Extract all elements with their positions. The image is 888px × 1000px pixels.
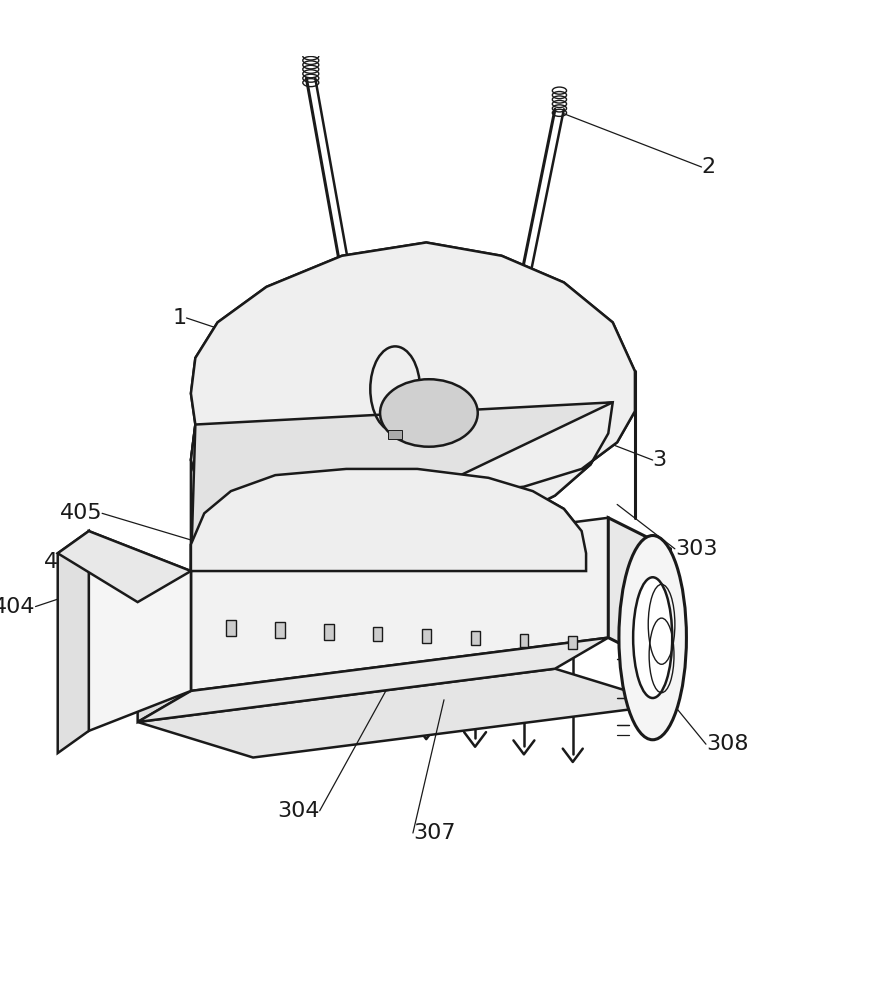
- Bar: [568, 636, 577, 649]
- Ellipse shape: [633, 577, 672, 698]
- Polygon shape: [58, 531, 89, 753]
- Text: 405: 405: [59, 503, 102, 523]
- Text: 304: 304: [277, 801, 320, 821]
- Ellipse shape: [619, 536, 686, 740]
- Text: 307: 307: [413, 823, 456, 843]
- Bar: [422, 629, 431, 643]
- Bar: [373, 627, 382, 641]
- Text: 308: 308: [706, 734, 749, 754]
- Text: 2: 2: [702, 157, 716, 177]
- Bar: [226, 620, 236, 636]
- Polygon shape: [89, 531, 191, 731]
- Bar: [388, 430, 402, 439]
- Text: 403: 403: [95, 672, 138, 692]
- Polygon shape: [191, 402, 613, 602]
- Polygon shape: [138, 638, 608, 722]
- Bar: [519, 634, 528, 647]
- Text: 4: 4: [44, 552, 58, 572]
- Polygon shape: [58, 531, 191, 602]
- Polygon shape: [191, 469, 586, 571]
- Bar: [323, 624, 334, 640]
- Polygon shape: [138, 571, 191, 722]
- Polygon shape: [191, 518, 608, 691]
- Bar: [471, 631, 480, 645]
- Text: 303: 303: [675, 539, 718, 559]
- Bar: [274, 622, 285, 638]
- Text: 3: 3: [653, 450, 667, 470]
- Polygon shape: [138, 669, 670, 758]
- Text: 404: 404: [0, 597, 36, 617]
- Polygon shape: [608, 518, 670, 669]
- Ellipse shape: [380, 379, 478, 447]
- Text: 1: 1: [172, 308, 186, 328]
- Polygon shape: [191, 242, 635, 540]
